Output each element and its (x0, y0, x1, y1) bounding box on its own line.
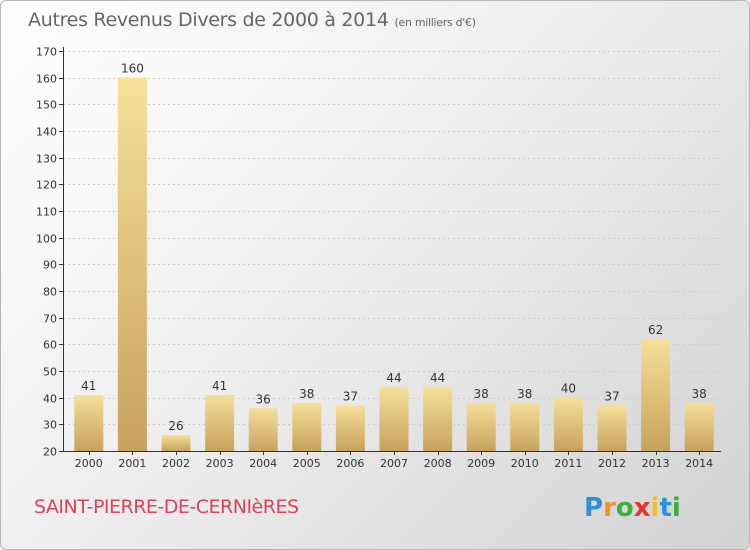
commune-name: SAINT-PIERRE-DE-CERNIèRES (34, 496, 299, 518)
y-tick-label: 70 (43, 313, 57, 326)
data-label: 37 (604, 390, 619, 404)
data-label: 41 (212, 379, 227, 393)
bar (335, 405, 365, 451)
bar (423, 387, 453, 451)
bar (74, 395, 104, 451)
data-label: 44 (430, 371, 445, 385)
bar (248, 408, 278, 451)
bar (466, 403, 496, 451)
bar (161, 435, 191, 451)
x-tick-label: 2009 (467, 457, 495, 470)
data-label: 38 (692, 387, 707, 401)
bar (117, 77, 147, 452)
data-label: 41 (81, 379, 96, 393)
y-tick-label: 50 (43, 366, 57, 379)
y-tick-label: 30 (43, 419, 57, 432)
x-tick-label: 2006 (336, 457, 364, 470)
data-label: 160 (121, 62, 144, 76)
proxiti-logo: Proxiti (584, 493, 681, 523)
data-label: 44 (386, 371, 401, 385)
data-label: 38 (299, 387, 314, 401)
x-tick-label: 2011 (554, 457, 582, 470)
y-tick-label: 110 (36, 206, 57, 219)
data-label: 36 (256, 392, 271, 406)
y-tick-label: 60 (43, 339, 57, 352)
x-tick-label: 2007 (380, 457, 408, 470)
bar (553, 397, 583, 451)
title-unit: (en milliers d'€) (394, 16, 476, 29)
y-tick-label: 80 (43, 286, 57, 299)
y-tick-label: 170 (36, 46, 57, 59)
x-tick-label: 2001 (118, 457, 146, 470)
x-tick-label: 2014 (685, 457, 713, 470)
x-tick-label: 2010 (511, 457, 539, 470)
data-label: 38 (474, 387, 489, 401)
y-tick-label: 90 (43, 259, 57, 272)
y-tick-label: 150 (36, 99, 57, 112)
data-label: 26 (168, 419, 183, 433)
bar (684, 403, 714, 451)
x-tick-label: 2000 (75, 457, 103, 470)
bar (597, 405, 627, 451)
x-tick-label: 2004 (249, 457, 277, 470)
bar (379, 387, 409, 451)
x-tick-label: 2008 (424, 457, 452, 470)
data-label: 40 (561, 382, 576, 396)
x-tick-label: 2005 (293, 457, 321, 470)
y-tick-label: 140 (36, 126, 57, 139)
y-tick-label: 100 (36, 233, 57, 246)
y-tick-label: 130 (36, 153, 57, 166)
bar (292, 403, 322, 451)
bar (205, 395, 235, 451)
y-tick-label: 20 (43, 446, 57, 459)
y-tick-label: 160 (36, 73, 57, 86)
x-tick-label: 2003 (206, 457, 234, 470)
data-label: 38 (517, 387, 532, 401)
y-tick-label: 120 (36, 179, 57, 192)
y-tick-label: 40 (43, 393, 57, 406)
x-tick-label: 2012 (598, 457, 626, 470)
chart-title: Autres Revenus Divers de 2000 à 2014 (en … (28, 9, 476, 31)
title-text: Autres Revenus Divers de 2000 à 2014 (28, 9, 389, 31)
x-tick-label: 2002 (162, 457, 190, 470)
bar (510, 403, 540, 451)
bar (641, 339, 671, 451)
data-label: 37 (343, 390, 358, 404)
x-tick-label: 2013 (642, 457, 670, 470)
logo-text: Proxiti (584, 493, 681, 523)
data-label: 62 (648, 323, 663, 337)
